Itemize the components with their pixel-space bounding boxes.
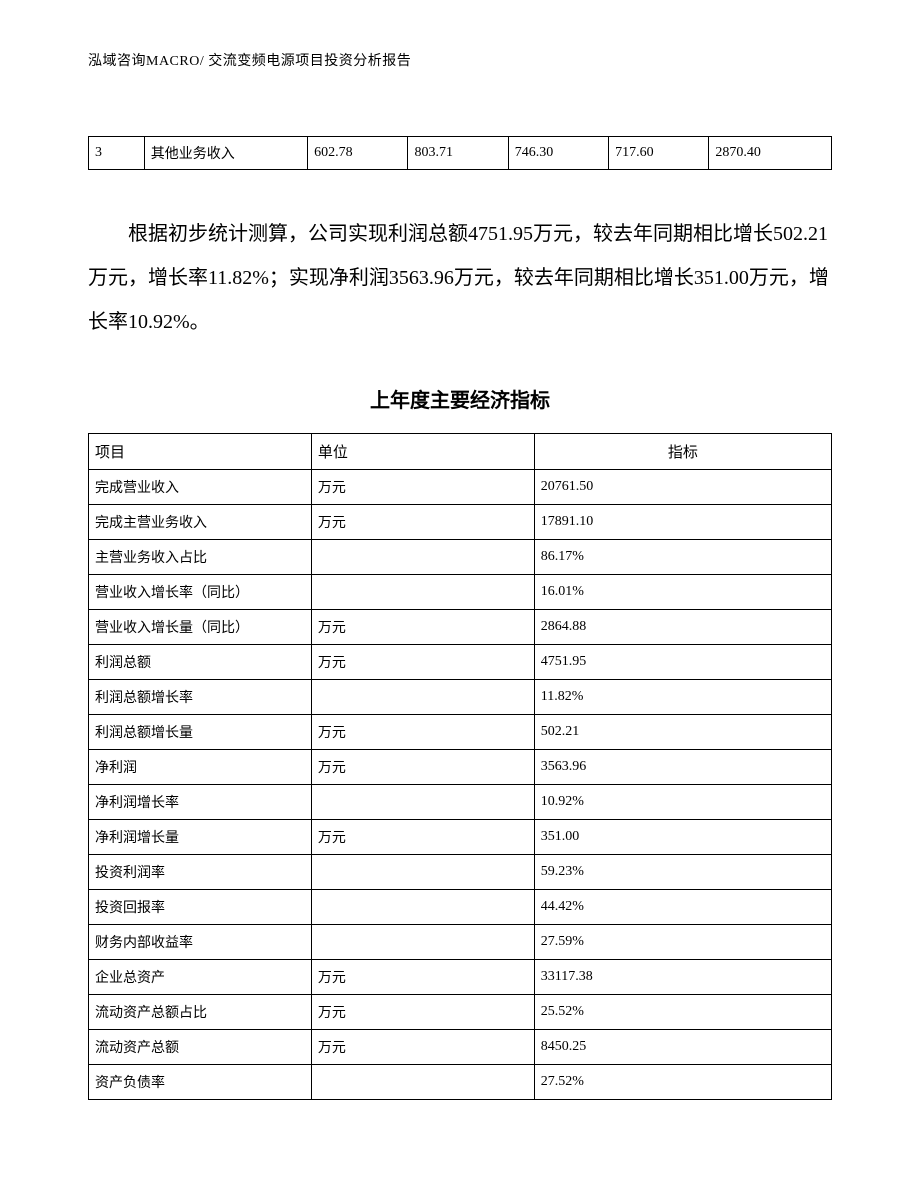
cell-value: 602.78 <box>308 137 408 170</box>
col-header-unit: 单位 <box>311 434 534 470</box>
cell-item: 利润总额增长量 <box>89 715 312 750</box>
cell-item: 投资利润率 <box>89 855 312 890</box>
cell-unit <box>311 785 534 820</box>
cell-item: 企业总资产 <box>89 960 312 995</box>
cell-value: 2870.40 <box>709 137 832 170</box>
cell-unit <box>311 890 534 925</box>
cell-value: 86.17% <box>534 540 831 575</box>
cell-unit: 万元 <box>311 1030 534 1065</box>
table-row: 净利润万元3563.96 <box>89 750 832 785</box>
cell-value: 44.42% <box>534 890 831 925</box>
cell-unit: 万元 <box>311 470 534 505</box>
cell-value: 25.52% <box>534 995 831 1030</box>
cell-unit: 万元 <box>311 750 534 785</box>
cell-unit: 万元 <box>311 995 534 1030</box>
table-row: 完成营业收入万元20761.50 <box>89 470 832 505</box>
cell-value: 3563.96 <box>534 750 831 785</box>
cell-unit: 万元 <box>311 505 534 540</box>
section-title: 上年度主要经济指标 <box>88 384 832 413</box>
cell-item: 流动资产总额占比 <box>89 995 312 1030</box>
cell-item: 利润总额 <box>89 645 312 680</box>
cell-item: 主营业务收入占比 <box>89 540 312 575</box>
cell-value: 4751.95 <box>534 645 831 680</box>
cell-value: 746.30 <box>508 137 608 170</box>
cell-item: 投资回报率 <box>89 890 312 925</box>
cell-unit: 万元 <box>311 610 534 645</box>
table-row: 流动资产总额万元8450.25 <box>89 1030 832 1065</box>
cell-value: 803.71 <box>408 137 508 170</box>
table-row: 主营业务收入占比 86.17% <box>89 540 832 575</box>
cell-item: 流动资产总额 <box>89 1030 312 1065</box>
cell-value: 27.59% <box>534 925 831 960</box>
metrics-table: 项目 单位 指标 完成营业收入万元20761.50完成主营业务收入万元17891… <box>88 433 832 1100</box>
table-row: 利润总额增长量万元502.21 <box>89 715 832 750</box>
table-row: 完成主营业务收入万元17891.10 <box>89 505 832 540</box>
table-row: 营业收入增长率（同比） 16.01% <box>89 575 832 610</box>
table-row: 投资利润率 59.23% <box>89 855 832 890</box>
cell-value: 16.01% <box>534 575 831 610</box>
cell-item: 财务内部收益率 <box>89 925 312 960</box>
cell-item: 完成营业收入 <box>89 470 312 505</box>
cell-unit: 万元 <box>311 645 534 680</box>
cell-value: 351.00 <box>534 820 831 855</box>
cell-value: 717.60 <box>609 137 709 170</box>
cell-item: 营业收入增长率（同比） <box>89 575 312 610</box>
table-row: 净利润增长量万元351.00 <box>89 820 832 855</box>
table-row: 流动资产总额占比万元25.52% <box>89 995 832 1030</box>
cell-unit <box>311 855 534 890</box>
cell-unit <box>311 575 534 610</box>
table-row: 企业总资产万元33117.38 <box>89 960 832 995</box>
cell-item: 其他业务收入 <box>144 137 307 170</box>
cell-value: 11.82% <box>534 680 831 715</box>
cell-item: 净利润 <box>89 750 312 785</box>
cell-item: 净利润增长量 <box>89 820 312 855</box>
table-row: 资产负债率 27.52% <box>89 1065 832 1100</box>
cell-value: 8450.25 <box>534 1030 831 1065</box>
table-row: 净利润增长率 10.92% <box>89 785 832 820</box>
cell-value: 2864.88 <box>534 610 831 645</box>
page-header: 泓域咨询MACRO/ 交流变频电源项目投资分析报告 <box>88 50 832 70</box>
revenue-row-table: 3 其他业务收入 602.78 803.71 746.30 717.60 287… <box>88 136 832 170</box>
table-row: 利润总额增长率 11.82% <box>89 680 832 715</box>
col-header-item: 项目 <box>89 434 312 470</box>
cell-item: 资产负债率 <box>89 1065 312 1100</box>
table-row: 投资回报率 44.42% <box>89 890 832 925</box>
cell-unit <box>311 1065 534 1100</box>
cell-item: 利润总额增长率 <box>89 680 312 715</box>
table-row: 营业收入增长量（同比）万元2864.88 <box>89 610 832 645</box>
cell-unit: 万元 <box>311 715 534 750</box>
table-header-row: 项目 单位 指标 <box>89 434 832 470</box>
cell-value: 59.23% <box>534 855 831 890</box>
cell-unit <box>311 540 534 575</box>
cell-item: 营业收入增长量（同比） <box>89 610 312 645</box>
cell-item: 完成主营业务收入 <box>89 505 312 540</box>
cell-index: 3 <box>89 137 145 170</box>
cell-value: 502.21 <box>534 715 831 750</box>
summary-paragraph: 根据初步统计测算，公司实现利润总额4751.95万元，较去年同期相比增长502.… <box>88 212 832 344</box>
cell-value: 17891.10 <box>534 505 831 540</box>
cell-item: 净利润增长率 <box>89 785 312 820</box>
cell-unit <box>311 925 534 960</box>
cell-value: 27.52% <box>534 1065 831 1100</box>
table-row: 利润总额万元4751.95 <box>89 645 832 680</box>
cell-unit: 万元 <box>311 820 534 855</box>
cell-value: 33117.38 <box>534 960 831 995</box>
cell-unit <box>311 680 534 715</box>
col-header-value: 指标 <box>534 434 831 470</box>
cell-value: 10.92% <box>534 785 831 820</box>
table-row: 财务内部收益率 27.59% <box>89 925 832 960</box>
cell-value: 20761.50 <box>534 470 831 505</box>
table-row: 3 其他业务收入 602.78 803.71 746.30 717.60 287… <box>89 137 832 170</box>
cell-unit: 万元 <box>311 960 534 995</box>
